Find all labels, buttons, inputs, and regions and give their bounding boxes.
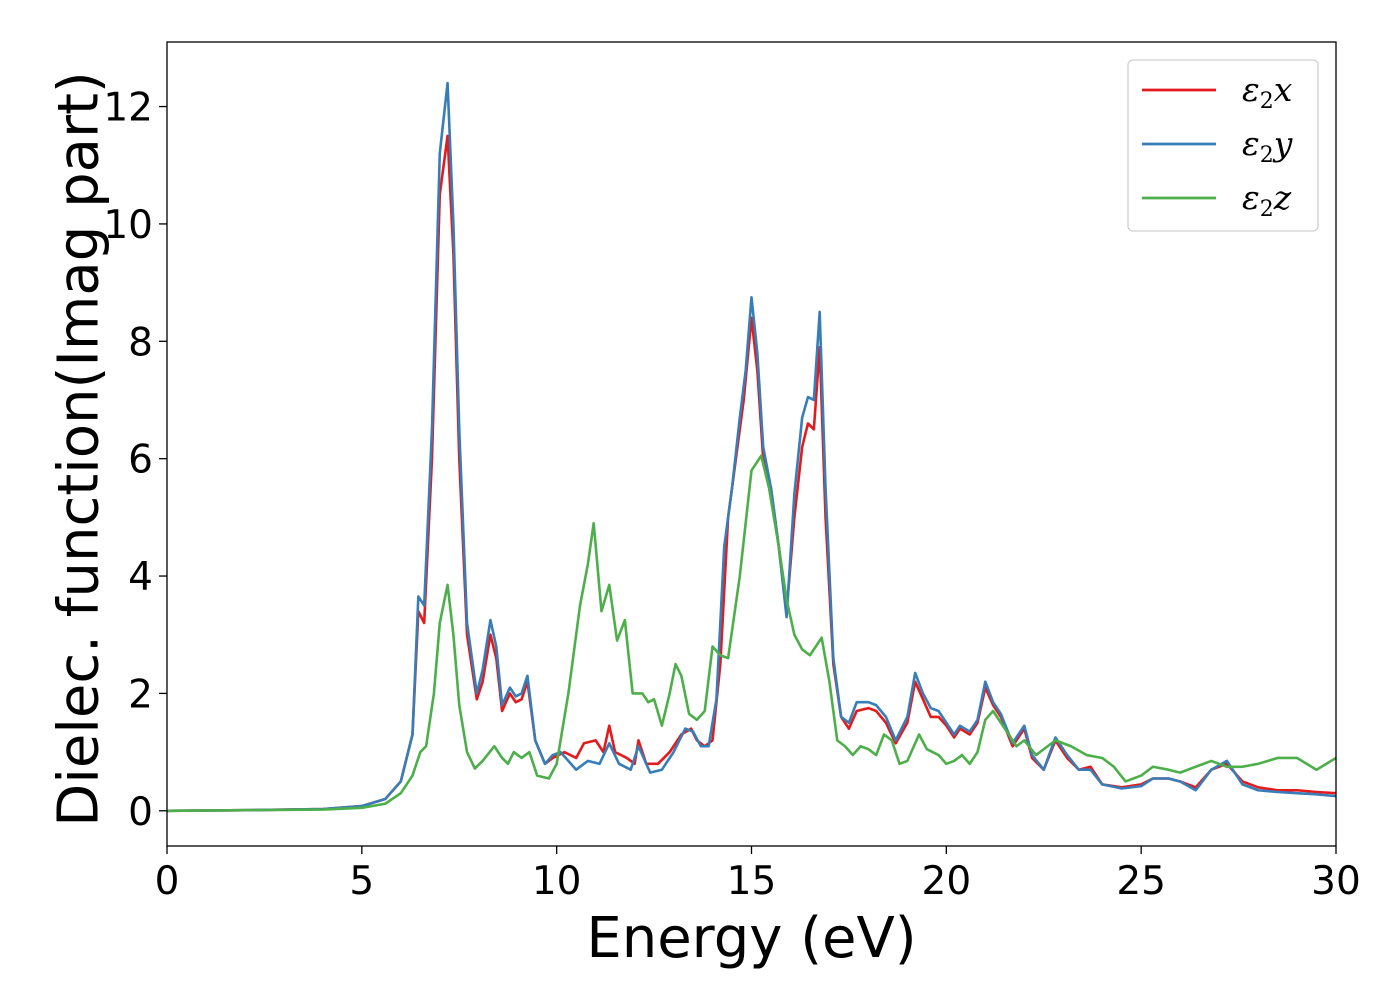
x-tick-label: 20 [922, 859, 972, 904]
legend: ε2x ε2y ε2z [1127, 59, 1319, 232]
x-tick-label: 25 [1116, 859, 1166, 904]
y-tick-label: 0 [128, 790, 153, 835]
legend-box [1127, 59, 1319, 232]
y-tick-label: 2 [128, 672, 153, 717]
y-tick-label: 10 [103, 203, 153, 248]
x-tick-label: 10 [532, 859, 582, 904]
x-tick-label: 0 [155, 859, 180, 904]
legend-label-x: ε2x [1242, 70, 1293, 114]
y-axis-title: Dielec. function(Imag part) [47, 71, 112, 827]
x-axis-title: Energy (eV) [586, 906, 916, 971]
y-tick-label: 8 [128, 320, 153, 365]
axis-ticks: 0 5 10 15 20 25 30 0 2 4 6 8 10 12 [103, 86, 1360, 904]
x-tick-label: 30 [1311, 859, 1361, 904]
y-tick-label: 6 [128, 438, 153, 483]
series-line-z [167, 454, 1336, 813]
legend-label-z: ε2z [1242, 178, 1292, 222]
legend-label-y: ε2y [1242, 124, 1293, 168]
x-tick-label: 15 [727, 859, 777, 904]
y-tick-label: 12 [103, 86, 153, 131]
y-tick-label: 4 [128, 555, 153, 600]
x-tick-label: 5 [349, 859, 374, 904]
series-lines [167, 81, 1336, 813]
